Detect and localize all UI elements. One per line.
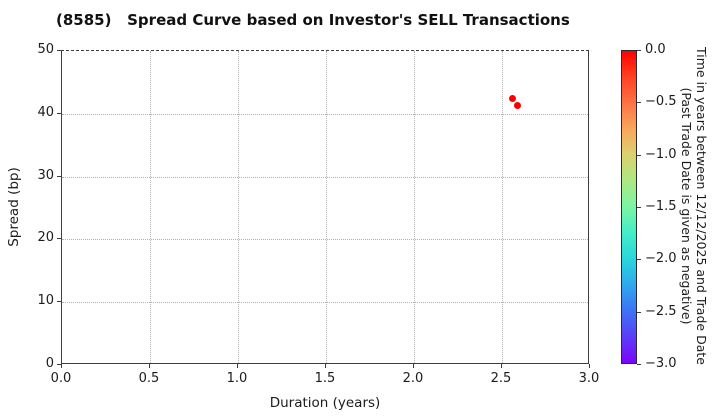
colorbar-tick-label: −0.5: [645, 94, 677, 110]
colorbar-tick-label: −2.0: [645, 251, 677, 267]
y-tick-label: 40: [37, 104, 54, 120]
x-tick-mark: [61, 364, 62, 368]
x-tick-mark: [237, 364, 238, 368]
colorbar-tick-mark: [637, 207, 641, 208]
x-tick-label: 0.0: [50, 371, 72, 386]
colorbar-tick-mark: [637, 364, 641, 365]
y-gridline: [62, 302, 588, 304]
colorbar-tick-label: 0.0: [645, 42, 666, 57]
colorbar-label-line-2: (Past Trade Date is given as negative): [679, 87, 694, 325]
x-tick-mark: [589, 364, 590, 368]
y-tick-mark: [57, 301, 61, 303]
colorbar-tick-mark: [637, 102, 641, 104]
data-point: [514, 101, 522, 109]
colorbar: [621, 50, 637, 364]
colorbar-tick-label: −3.0: [645, 356, 677, 371]
colorbar-tick-mark: [637, 259, 641, 261]
x-gridline: [502, 51, 503, 363]
x-gridline: [238, 51, 239, 363]
chart-title: (8585) Spread Curve based on Investor's …: [56, 11, 570, 29]
x-tick-label: 3.0: [578, 371, 600, 386]
y-tick-mark: [57, 364, 61, 365]
y-tick-label: 20: [37, 230, 54, 246]
data-point: [509, 94, 517, 102]
y-tick-mark: [57, 175, 61, 177]
y-gridline: [62, 176, 588, 178]
x-tick-mark: [413, 364, 414, 368]
y-tick-label: 10: [37, 293, 54, 309]
colorbar-label-line-1: Time in years between 12/12/2025 and Tra…: [694, 47, 709, 365]
colorbar-tick-mark: [637, 154, 641, 156]
x-tick-mark: [149, 364, 150, 368]
y-gridline: [62, 113, 588, 115]
y-tick-label: 0: [45, 356, 54, 371]
x-gridline: [150, 51, 151, 363]
x-gridline: [414, 51, 415, 363]
x-tick-label: 2.5: [490, 371, 512, 386]
colorbar-tick-mark: [637, 50, 641, 51]
x-axis-label: Duration (years): [269, 395, 381, 411]
y-tick-mark: [57, 112, 61, 114]
x-tick-label: 1.5: [314, 371, 336, 386]
colorbar-tick-mark: [637, 311, 641, 313]
plot-area: [61, 50, 589, 364]
y-tick-mark: [57, 50, 61, 51]
y-gridline: [62, 239, 588, 241]
y-axis-label: Spread (bp): [6, 167, 22, 247]
y-tick-mark: [57, 238, 61, 240]
x-tick-label: 2.0: [402, 371, 424, 386]
colorbar-tick-label: −1.5: [645, 199, 677, 214]
colorbar-tick-label: −2.5: [645, 303, 677, 319]
colorbar-tick-label: −1.0: [645, 146, 677, 162]
x-tick-mark: [325, 364, 326, 368]
colorbar-label: Time in years between 12/12/2025 and Tra…: [679, 36, 709, 376]
y-tick-label: 50: [37, 42, 54, 57]
x-tick-label: 1.0: [226, 371, 248, 386]
x-gridline: [326, 51, 327, 363]
x-tick-label: 0.5: [138, 371, 160, 386]
x-tick-mark: [501, 364, 502, 368]
y-tick-label: 30: [37, 167, 54, 183]
